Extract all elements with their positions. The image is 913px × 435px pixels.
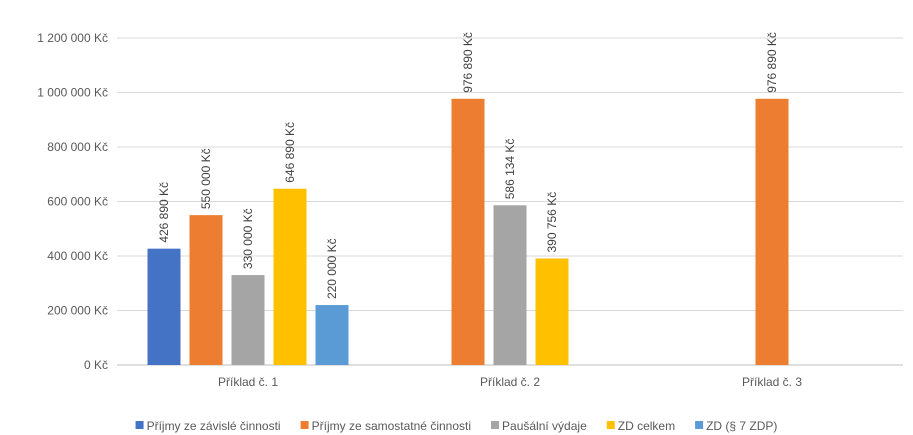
legend-swatch — [491, 421, 500, 429]
legend-label: ZD (§ 7 ZDP) — [706, 419, 777, 433]
y-tick-label: 400 000 Kč — [47, 249, 108, 263]
legend-item: Paušální výdaje — [491, 419, 587, 433]
y-tick-label: 800 000 Kč — [47, 140, 108, 154]
category-label: Příklad č. 3 — [742, 375, 802, 389]
x-axis: Příklad č. 1 Příklad č. 2 Příklad č. 3 — [218, 375, 802, 389]
legend-item: Příjmy ze závislé činnosti — [135, 419, 281, 433]
y-tick-label: 200 000 Kč — [47, 304, 108, 318]
legend-item: ZD (§ 7 ZDP) — [695, 419, 777, 433]
bar — [273, 188, 307, 365]
data-label: 586 134 Kč — [503, 139, 517, 200]
data-label: 330 000 Kč — [241, 208, 255, 269]
data-labels: 426 890 Kč 550 000 Kč 330 000 Kč 646 890 Kč… — [157, 32, 779, 299]
legend-item: ZD celkem — [606, 419, 675, 433]
y-tick-label: 1 200 000 Kč — [37, 31, 108, 45]
bar — [189, 215, 223, 365]
bar — [315, 305, 349, 365]
bar — [755, 98, 789, 365]
bar — [147, 248, 181, 365]
bar — [231, 275, 265, 365]
legend-swatch — [695, 421, 704, 429]
y-tick-label: 0 Kč — [84, 358, 108, 372]
y-tick-label: 1 000 000 Kč — [37, 86, 108, 100]
data-label: 426 890 Kč — [157, 182, 171, 243]
legend-label: ZD celkem — [618, 419, 675, 433]
category-label: Příklad č. 1 — [218, 375, 278, 389]
data-label: 220 000 Kč — [325, 238, 339, 299]
category-label: Příklad č. 2 — [480, 375, 540, 389]
legend-swatch — [135, 421, 144, 429]
y-axis: 0 Kč 200 000 Kč 400 000 Kč 600 000 Kč 800 00… — [37, 31, 108, 372]
data-label: 550 000 Kč — [199, 148, 213, 209]
legend-swatch — [606, 421, 615, 429]
y-tick-label: 600 000 Kč — [47, 195, 108, 209]
data-label: 976 890 Kč — [461, 32, 475, 93]
bar — [535, 258, 569, 365]
data-label: 390 756 Kč — [545, 192, 559, 253]
legend-label: Příjmy ze samostatné činnosti — [312, 419, 471, 433]
legend: Příjmy ze závislé činnosti Příjmy ze samo… — [135, 419, 777, 433]
legend-label: Paušální výdaje — [502, 419, 587, 433]
legend-swatch — [300, 421, 309, 429]
data-label: 646 890 Kč — [283, 122, 297, 183]
bar — [451, 98, 485, 365]
legend-label: Příjmy ze závislé činnosti — [147, 419, 281, 433]
bar — [493, 205, 527, 365]
legend-item: Příjmy ze samostatné činnosti — [300, 419, 471, 433]
bars — [147, 98, 789, 365]
data-label: 976 890 Kč — [765, 32, 779, 93]
